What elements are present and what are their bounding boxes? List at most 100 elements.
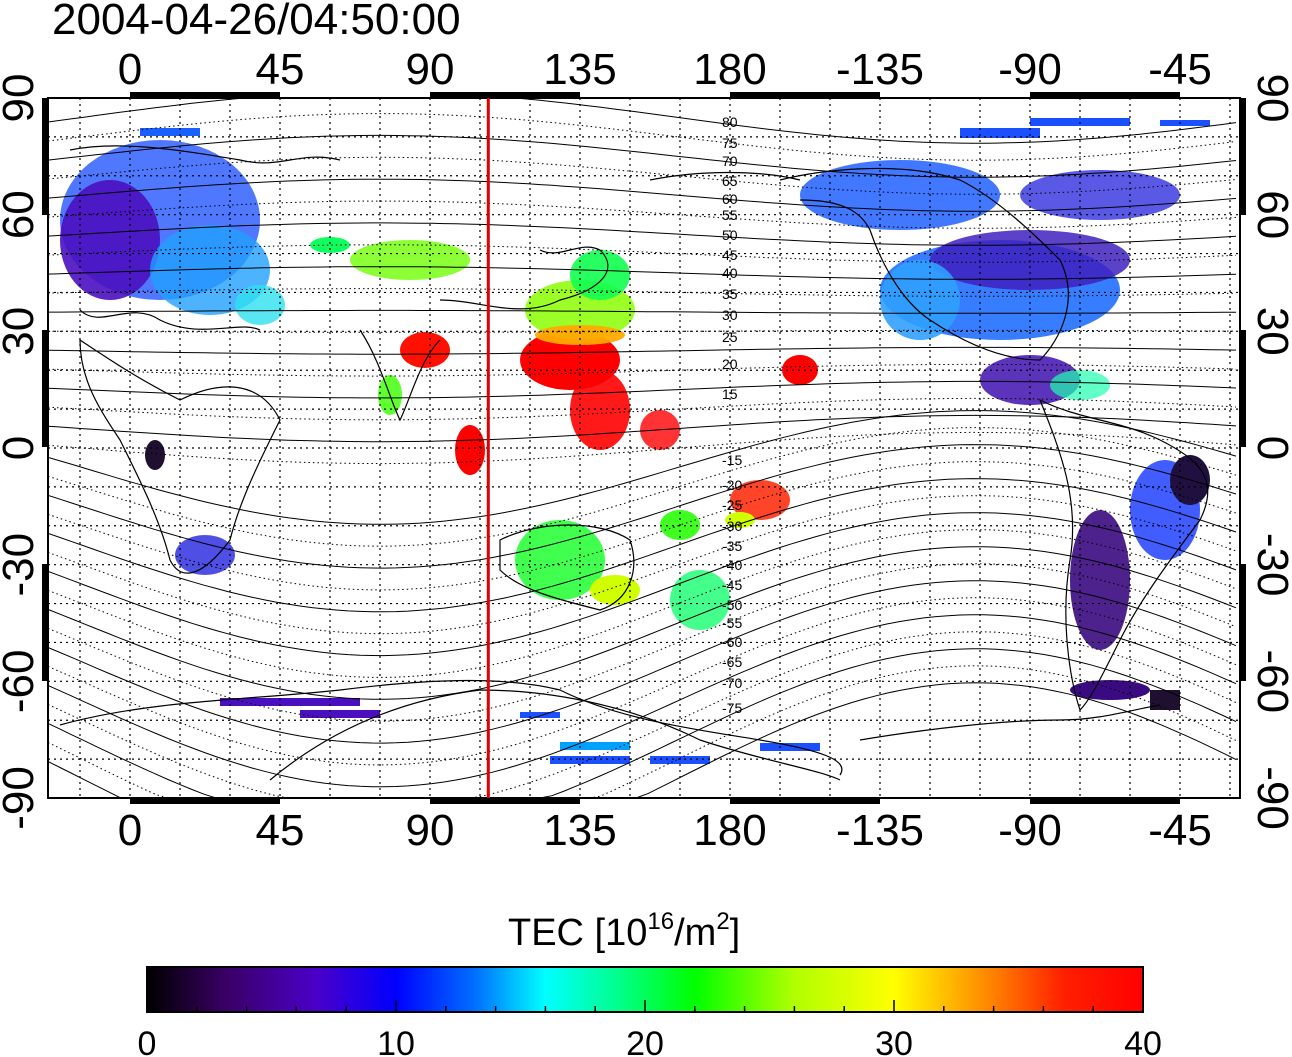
lon-tick-label-bottom: -45 [1148,806,1212,855]
mlat-label: -50 [722,597,742,613]
mlat-contour [48,200,1237,229]
lon-tick-label-top: 135 [543,45,616,94]
mlat-contour [48,563,1237,722]
colorbar-tick-labels: 0 10 20 30 40 [138,1025,1162,1057]
lon-tick-label-top: 180 [693,45,766,94]
mlat-label: 35 [722,286,738,302]
mlat-label: -15 [722,452,742,468]
mlat-label: -55 [722,615,742,631]
mlat-contour [48,363,1237,377]
lat-tick-label-right: -30 [1248,533,1292,597]
mlat-contour [48,431,1237,465]
lon-tick-label-bottom: 135 [543,806,616,855]
lat-tick-label-left: 0 [0,436,43,460]
mlat-contour [48,444,1237,569]
mlat-contour [48,329,1236,333]
lat-tick-label-right: -60 [1248,650,1292,714]
mlat-contour [48,98,1237,144]
lon-tick-label-bottom: -135 [836,806,924,855]
right-latitude-labels: 90 60 30 0 -30 -60 -90 [1248,74,1292,830]
mlat-contour [48,648,1237,798]
mlat-label: -75 [722,700,742,716]
tec-colorbar: TEC [1016/m2] 0 10 20 30 40 [138,908,1162,1057]
mlat-contour [48,427,1237,547]
mlat-label: -25 [722,497,742,513]
mlat-label: -60 [722,634,742,650]
mlat-label: 30 [722,307,738,323]
lon-tick-label-top: -135 [836,45,924,94]
colorbar-title: TEC [1016/m2] [508,908,740,954]
lat-tick-label-left: -90 [0,766,43,830]
lat-tick-label-right: 90 [1248,74,1292,123]
lon-tick-label-top: -90 [998,45,1062,94]
mlat-contour [48,266,1237,280]
mlat-label: 50 [722,227,738,243]
lat-tick-label-left: 60 [0,190,43,239]
mlat-label: -40 [722,557,742,573]
lat-tick-label-left: -30 [0,533,43,597]
timestamp-title: 2004-04-26/04:50:00 [52,0,461,44]
mlat-label: 65 [722,173,738,189]
mlat-contour [48,113,1237,161]
lon-tick-label-bottom: -90 [998,806,1062,855]
lon-tick-label-bottom: 0 [118,806,142,855]
mlat-label: -70 [722,675,742,691]
coastlines [59,145,1209,781]
mlat-contour [48,495,1237,635]
mlat-contour [48,380,1237,399]
mlat-label: 45 [722,247,738,263]
colorbar-tick-label: 10 [377,1025,415,1057]
mlat-contour [48,512,1237,657]
mlat-label: -30 [722,518,742,534]
mlat-contour [48,222,1237,246]
mlat-contour [48,614,1237,788]
mlat-label: 75 [722,135,738,151]
lat-tick-label-left: 30 [0,307,43,356]
lon-tick-label-bottom: 90 [406,806,455,855]
lon-tick-label-top: -45 [1148,45,1212,94]
colorbar-ticks [146,1000,1144,1012]
left-latitude-labels: 90 60 30 0 -30 -60 -90 [0,74,43,830]
mlat-label: -45 [722,577,742,593]
colorbar-tick-label: 30 [875,1025,913,1057]
mlat-contour [48,597,1237,766]
mlat-contour [48,682,1237,798]
lat-tick-label-left: -60 [0,650,43,714]
lat-tick-label-right: 60 [1248,190,1292,239]
mlat-contour [48,461,1237,591]
mlat-contour [48,410,1237,525]
lat-tick-label-right: -90 [1248,766,1292,830]
mlat-label: 55 [722,207,738,223]
lat-tick-label-right: 30 [1248,307,1292,356]
mlat-label: 60 [722,191,738,207]
mlat-contour [48,546,1237,700]
mlat-label: 80 [722,114,738,130]
lon-tick-label-top: 45 [256,45,305,94]
mlat-contour [48,134,1237,178]
colorbar-tick-label: 0 [138,1025,157,1057]
magnetic-latitude-contours [48,98,1237,798]
mlat-contour [48,309,1237,314]
mlat-label: 40 [722,265,738,281]
mlat-contour [48,580,1237,744]
colorbar-tick-label: 40 [1124,1025,1162,1057]
mlat-label: 15 [722,386,738,402]
lon-tick-label-top: 90 [406,45,455,94]
mlat-contour [48,288,1237,297]
mlat-contour [48,244,1237,263]
lon-tick-label-bottom: 180 [693,806,766,855]
mlat-contour [48,397,1237,421]
mlat-contour [48,478,1237,613]
lat-tick-label-right: 0 [1248,436,1292,460]
bottom-longitude-labels: 0 45 90 135 180 -135 -90 -45 [118,806,1212,855]
lon-tick-label-bottom: 45 [256,806,305,855]
mlat-label: -20 [722,477,742,493]
colorbar-tick-label: 20 [626,1025,664,1057]
mlat-label: 20 [722,356,738,372]
mlat-label: 25 [722,329,738,345]
mlat-label: 70 [722,153,738,169]
mlat-contour [48,346,1237,355]
lat-tick-label-left: 90 [0,74,43,123]
